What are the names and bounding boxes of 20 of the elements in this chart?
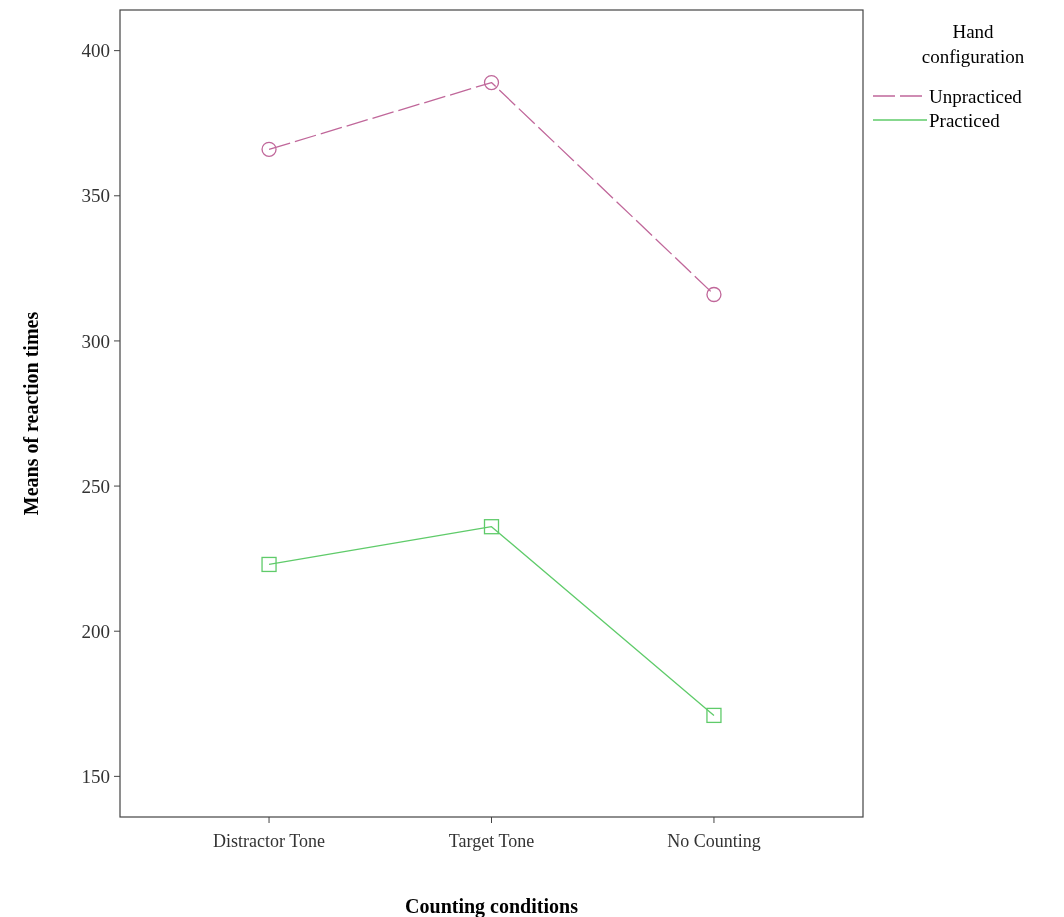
y-axis-title: Means of reaction times	[20, 311, 42, 516]
y-tick-label: 250	[81, 475, 110, 497]
x-axis-title: Counting conditions	[405, 895, 579, 917]
point	[483, 74, 500, 91]
legend-label: Practiced	[929, 109, 1001, 131]
point	[706, 707, 722, 724]
legend-label: Unpracticed	[929, 85, 1023, 107]
point	[261, 556, 277, 573]
point	[261, 141, 277, 157]
y-tick-label: 150	[81, 766, 110, 788]
x-tick-label: Distractor Tone	[213, 831, 325, 851]
point	[483, 519, 500, 535]
point	[706, 286, 722, 303]
x-tick-label: Target Tone	[448, 831, 535, 851]
y-tick-label: 200	[81, 620, 110, 642]
y-tick-label: 300	[81, 330, 110, 352]
legend-title: Hand configuration	[921, 21, 1025, 67]
y-tick-label: 350	[81, 185, 110, 207]
y-tick-label: 400	[81, 40, 110, 62]
x-tick-label: No Counting	[667, 831, 761, 851]
